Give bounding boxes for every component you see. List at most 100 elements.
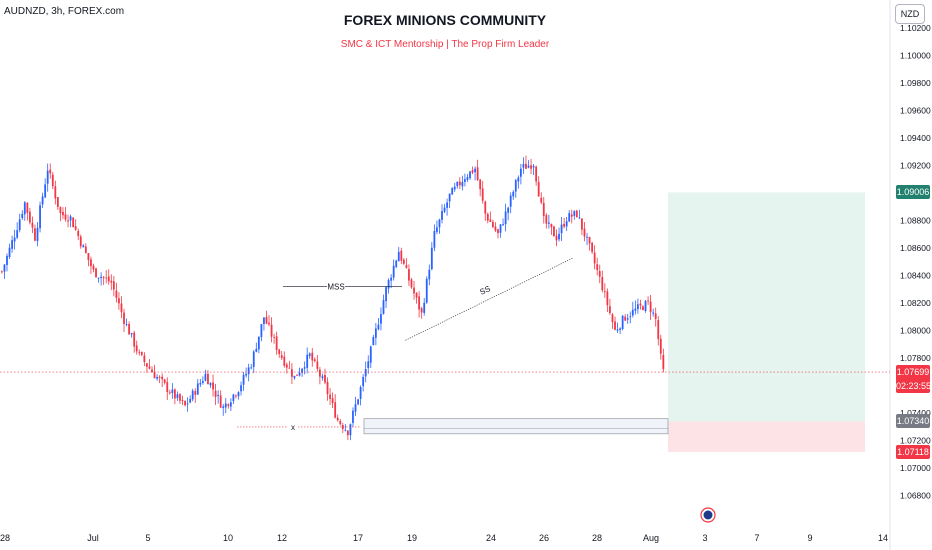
candle-body xyxy=(634,308,637,311)
candle-body xyxy=(72,217,75,228)
x-tick-label: 3 xyxy=(702,533,707,543)
candle-body xyxy=(166,382,169,392)
candle-body xyxy=(387,280,390,289)
target-zone xyxy=(668,192,865,422)
candle-body xyxy=(217,394,220,397)
candle-body xyxy=(222,406,225,408)
currency-button[interactable]: NZD xyxy=(895,4,925,24)
candle-body xyxy=(186,403,189,405)
candle-body xyxy=(489,219,492,222)
x-tick-label: 14 xyxy=(878,533,888,543)
candle-body xyxy=(303,367,306,369)
candle-body xyxy=(481,188,484,201)
candle-body xyxy=(367,361,370,368)
candle-body xyxy=(654,313,657,319)
candle-body xyxy=(6,255,8,265)
candle-body xyxy=(476,167,479,180)
x-tick-label: 7 xyxy=(754,533,759,543)
candle-body xyxy=(438,219,441,228)
candle-body xyxy=(31,222,34,228)
candle-body xyxy=(263,317,265,324)
y-tick-label: 1.07800 xyxy=(900,353,931,363)
candle-body xyxy=(97,277,100,279)
symbol-label: AUDNZD, 3h, FOREX.com xyxy=(4,6,125,17)
candle-body xyxy=(51,174,54,187)
candle-body xyxy=(62,211,64,216)
imbalance-zone xyxy=(363,418,669,435)
candle-body xyxy=(1,271,3,273)
candle-body xyxy=(352,410,354,423)
candle-body xyxy=(41,196,44,205)
candle-body xyxy=(257,336,260,350)
y-tick-label: 1.09400 xyxy=(900,133,931,143)
candle-body xyxy=(558,233,560,240)
candle-body xyxy=(446,202,448,208)
candle-body xyxy=(105,277,108,279)
candle-body xyxy=(16,230,19,238)
candle-body xyxy=(112,281,115,290)
y-tick-label: 1.08400 xyxy=(900,271,931,281)
candle-body xyxy=(639,303,642,306)
candle-body xyxy=(334,402,337,418)
candle-body xyxy=(204,373,207,381)
candle-body xyxy=(619,328,621,330)
y-tick-label: 1.10000 xyxy=(900,51,931,61)
candle-body xyxy=(598,271,601,277)
candle-body xyxy=(184,400,186,406)
candle-body xyxy=(49,169,52,174)
candle-body xyxy=(319,369,321,377)
candle-body xyxy=(588,236,591,244)
x-tick-label: Aug xyxy=(643,533,659,543)
candle-body xyxy=(34,228,36,241)
candle-body xyxy=(385,287,387,302)
candle-body xyxy=(44,184,47,198)
y-tick-label: 1.06800 xyxy=(900,491,931,501)
candle-body xyxy=(229,402,232,407)
chart-title: FOREX MINIONS COMMUNITY xyxy=(343,12,547,28)
candle-body xyxy=(532,165,535,168)
candle-body xyxy=(659,338,662,354)
candle-body xyxy=(161,376,164,380)
event-icon[interactable] xyxy=(700,507,716,523)
x-tick-label: 28 xyxy=(592,533,602,543)
candle-body xyxy=(143,355,146,362)
candle-body xyxy=(629,316,632,318)
candle-body xyxy=(329,394,331,399)
candle-body xyxy=(255,348,258,352)
candle-body xyxy=(46,170,49,184)
candle-body xyxy=(235,395,237,397)
candle-body xyxy=(110,280,113,283)
y-tick-label: 1.07200 xyxy=(900,436,931,446)
candle-body xyxy=(469,171,471,179)
y-tick-label: 1.09600 xyxy=(900,106,931,116)
candle-body xyxy=(179,394,181,401)
y-tick-label: 1.09800 xyxy=(900,78,931,88)
y-tick-label: 1.07000 xyxy=(900,463,931,473)
candle-body xyxy=(649,301,652,313)
candle-body xyxy=(336,417,339,421)
current-price-tag: 1.07699 02:23:55 xyxy=(896,365,931,394)
candle-body xyxy=(509,195,512,207)
candle-body xyxy=(418,296,421,310)
candle-body xyxy=(313,359,316,362)
candle-body xyxy=(293,375,296,379)
candle-body xyxy=(563,223,566,227)
candle-body xyxy=(260,324,263,338)
candle-body xyxy=(199,382,202,385)
candle-body xyxy=(326,381,329,395)
candle-body xyxy=(140,352,143,355)
candle-body xyxy=(247,367,250,375)
candle-body xyxy=(84,246,87,253)
candle-body xyxy=(212,382,214,390)
candle-body xyxy=(507,207,510,213)
candle-body xyxy=(224,403,227,408)
candles-group xyxy=(1,155,665,441)
low-label: x xyxy=(291,423,295,432)
candle-body xyxy=(497,229,499,234)
candle-body xyxy=(133,332,136,347)
candle-body xyxy=(90,259,92,267)
candle-body xyxy=(606,291,609,306)
candle-body xyxy=(560,224,563,234)
y-tick-label: 1.09200 xyxy=(900,161,931,171)
